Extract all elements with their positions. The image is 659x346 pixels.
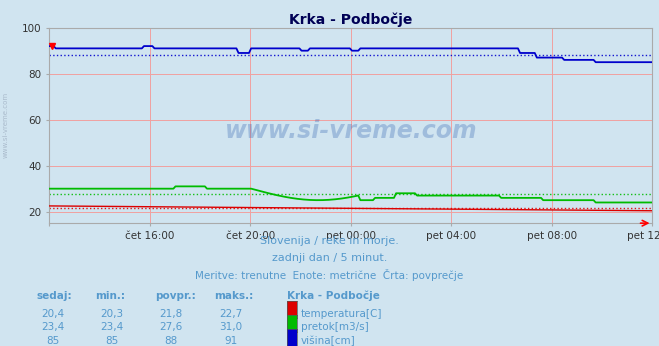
Text: www.si-vreme.com: www.si-vreme.com (2, 91, 9, 158)
Text: maks.:: maks.: (214, 291, 254, 301)
Title: Krka - Podbočje: Krka - Podbočje (289, 12, 413, 27)
Text: višina[cm]: višina[cm] (301, 336, 356, 346)
Text: 27,6: 27,6 (159, 322, 183, 333)
Text: povpr.:: povpr.: (155, 291, 196, 301)
Text: 20,3: 20,3 (100, 309, 124, 319)
Text: 85: 85 (105, 336, 119, 346)
Text: 88: 88 (165, 336, 178, 346)
Text: 22,7: 22,7 (219, 309, 243, 319)
Text: sedaj:: sedaj: (36, 291, 72, 301)
Text: min.:: min.: (96, 291, 126, 301)
Text: Krka - Podbočje: Krka - Podbočje (287, 291, 380, 301)
Text: Slovenija / reke in morje.: Slovenija / reke in morje. (260, 236, 399, 246)
Text: 23,4: 23,4 (41, 322, 65, 333)
Text: pretok[m3/s]: pretok[m3/s] (301, 322, 369, 333)
Text: 31,0: 31,0 (219, 322, 243, 333)
Text: 21,8: 21,8 (159, 309, 183, 319)
Text: 91: 91 (224, 336, 237, 346)
Text: temperatura[C]: temperatura[C] (301, 309, 383, 319)
Text: 85: 85 (46, 336, 59, 346)
Text: zadnji dan / 5 minut.: zadnji dan / 5 minut. (272, 253, 387, 263)
Text: www.si-vreme.com: www.si-vreme.com (225, 119, 477, 143)
Text: 23,4: 23,4 (100, 322, 124, 333)
Text: 20,4: 20,4 (41, 309, 65, 319)
Text: Meritve: trenutne  Enote: metrične  Črta: povprečje: Meritve: trenutne Enote: metrične Črta: … (195, 268, 464, 281)
